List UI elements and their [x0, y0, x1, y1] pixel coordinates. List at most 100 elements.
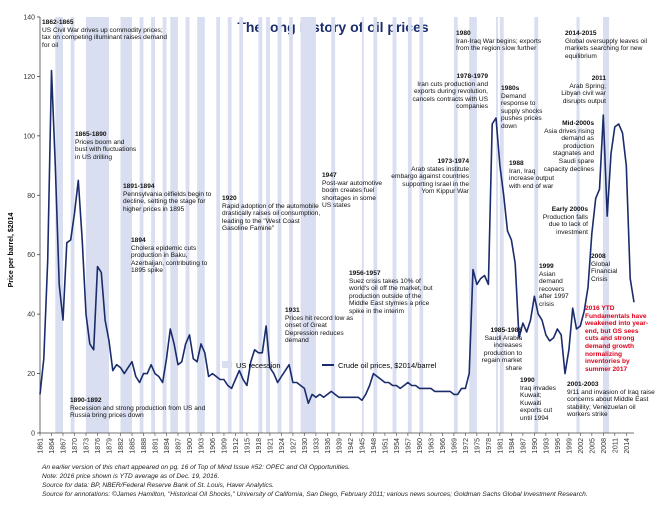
annotation-1920: 1920 Rapid adoption of the automobile dr… [222, 195, 324, 233]
annotation-head: 1865-1890 [75, 131, 107, 138]
y-tick-label: 20 [27, 371, 35, 378]
annotation-head: 1985-1986 [490, 327, 522, 334]
annotation-2011: 2011 Arab Spring; Libyan civil war disru… [550, 75, 606, 105]
x-tick-label: 1951 [382, 438, 389, 454]
x-tick-label: 1903 [198, 438, 205, 454]
annotation-text: 9/11 and invasion of Iraq raise concerns… [567, 388, 655, 419]
legend-recession-swatch [222, 361, 232, 368]
annotation-1978-1979: 1978-1979 Iran cuts production and expor… [408, 73, 489, 111]
legend-recession-label: US recession [236, 361, 281, 370]
annotation-head: 1990 [520, 377, 535, 384]
x-tick-label: 1942 [348, 438, 355, 454]
x-tick-label: 1876 [95, 438, 102, 454]
annotation-text: Recession and strong production from US … [70, 404, 206, 420]
x-tick-label: 1999 [566, 438, 573, 454]
x-tick-label: 1909 [221, 438, 228, 454]
x-tick-label: 1987 [520, 438, 527, 454]
annotation-1985-1986: 1985-1986 Saudi Arabia increases product… [480, 327, 522, 373]
annotation-text: US Civil War drives up commodity prices;… [42, 26, 167, 49]
annotation-head: 1956-1957 [349, 270, 381, 277]
recession-band [331, 17, 336, 433]
annotation-text: Saudi Arabia increases production to reg… [481, 334, 522, 372]
annotation-1931: 1931 Prices hit record low as onset of G… [285, 307, 357, 345]
annotation-text: Asia drives rising demand as production … [543, 127, 594, 173]
annotation-text: Cholera epidemic cuts production in Baku… [131, 244, 208, 275]
recession-band [602, 17, 610, 433]
x-tick-label: 2011 [612, 438, 619, 453]
annotation-1990: 1990 Iraq invades Kuwait; Kuwaiti export… [520, 377, 564, 423]
y-tick-label: 100 [23, 133, 35, 140]
annotation-text: Arab states institute embargo against co… [391, 165, 469, 196]
x-tick-label: 1990 [532, 438, 539, 454]
y-tick-label: 60 [27, 252, 35, 259]
x-tick-label: 1981 [497, 438, 504, 454]
annotation-head: 1999 [539, 263, 554, 270]
recession-band [289, 17, 293, 433]
annotation-1894: 1894 Cholera epidemic cuts production in… [131, 237, 215, 275]
annotation-text: Global oversupply leaves oil markets sea… [565, 37, 648, 60]
annotation-text: Iraq invades Kuwait; Kuwaiti exports cut… [520, 384, 556, 422]
footnote-3: Source for data: BP, NBER/Federal Reserv… [42, 482, 274, 489]
annotation-text: Demand response to supply shocks pushes … [501, 92, 543, 130]
x-tick-label: 2008 [601, 438, 608, 454]
footnote-2: Note: 2016 price shown is YTD average as… [42, 473, 220, 480]
annotation-head: 1894 [131, 237, 146, 244]
annotation-head: 1980s [501, 85, 520, 92]
annotation-text: Global Financial Crisis [591, 260, 618, 283]
annotation-head: 1931 [285, 307, 300, 314]
recession-band [373, 17, 378, 433]
y-tick-label: 0 [31, 431, 35, 438]
x-tick-label: 1873 [83, 438, 90, 454]
annotation-2001-2003: 2001-2003 9/11 and invasion of Iraq rais… [567, 381, 655, 419]
annotation-1890-1892: 1890-1892 Recession and strong productio… [70, 397, 212, 420]
crude-oil-price-line [39, 69, 635, 405]
annotation-head: 2014-2015 [565, 30, 597, 37]
annotation-text: Prices hit record low as onset of Great … [285, 314, 354, 345]
annotation-text: Pennsylvania oilfields begin to decline,… [123, 190, 212, 213]
y-tick-label: 40 [27, 312, 35, 319]
recession-band [216, 17, 221, 433]
annotation-1865-1890: 1865-1890 Prices boom and bust with fluc… [75, 131, 137, 161]
x-tick-label: 1933 [313, 438, 320, 454]
x-tick-label: 2014 [624, 438, 631, 454]
x-tick-label: 1927 [290, 438, 297, 454]
x-tick-label: 1921 [267, 438, 274, 454]
annotation-1862-1865: 1862-1865 US Civil War drives up commodi… [42, 19, 172, 49]
annotation-head: 1862-1865 [42, 19, 74, 26]
x-tick-label: 1888 [141, 438, 148, 454]
x-tick-label: 1945 [359, 438, 366, 454]
annotation-text: Prices boom and bust with fluctuations i… [75, 138, 137, 161]
x-tick-label: 1918 [256, 438, 263, 454]
x-tick-label: 1969 [451, 438, 458, 454]
recession-band [170, 17, 178, 433]
annotation-text: Iran-Iraq War begins; exports from the r… [456, 37, 542, 53]
annotation-head: 1890-1892 [70, 397, 102, 404]
recession-band [227, 17, 232, 433]
x-tick-label: 1870 [72, 438, 79, 454]
annotation-head: 1988 [509, 160, 524, 167]
recession-band [162, 17, 167, 433]
annotation-head: 1973-1974 [437, 158, 469, 165]
annotation-head: 1891-1894 [123, 183, 155, 190]
annotation-head: 1920 [222, 195, 237, 202]
x-tick-label: 1861 [38, 438, 45, 454]
footnote-4: Source for annotations: ©James Hamilton,… [42, 491, 588, 498]
recession-band [120, 17, 132, 433]
annotation-head: 1978-1979 [456, 73, 488, 80]
recession-band [534, 17, 539, 433]
annotation-1999: 1999 Asian demand recovers after 1997 cr… [539, 263, 579, 309]
annotation-head: 1980 [456, 30, 471, 37]
recession-band [85, 17, 109, 433]
x-tick-label: 1885 [129, 438, 136, 454]
axes: 0 20 40 60 80 100 120 140 1861 1864 1867 1870 1873 18… [23, 15, 634, 454]
x-tick-label: 1957 [405, 438, 412, 454]
annotation-head: 2008 [591, 253, 606, 260]
x-tick-label: 1984 [509, 438, 516, 454]
x-tick-label: 1954 [394, 438, 401, 454]
annotation-text: Arab Spring; Libyan civil war disrupts o… [561, 82, 606, 105]
annotation-text: Fundamentals have weakened into year-end… [585, 312, 649, 373]
x-tick-label: 1897 [175, 438, 182, 454]
legend-price-label: Crude oil prices, $2014/barrel [338, 361, 437, 370]
x-tick-label: 1906 [210, 438, 217, 454]
